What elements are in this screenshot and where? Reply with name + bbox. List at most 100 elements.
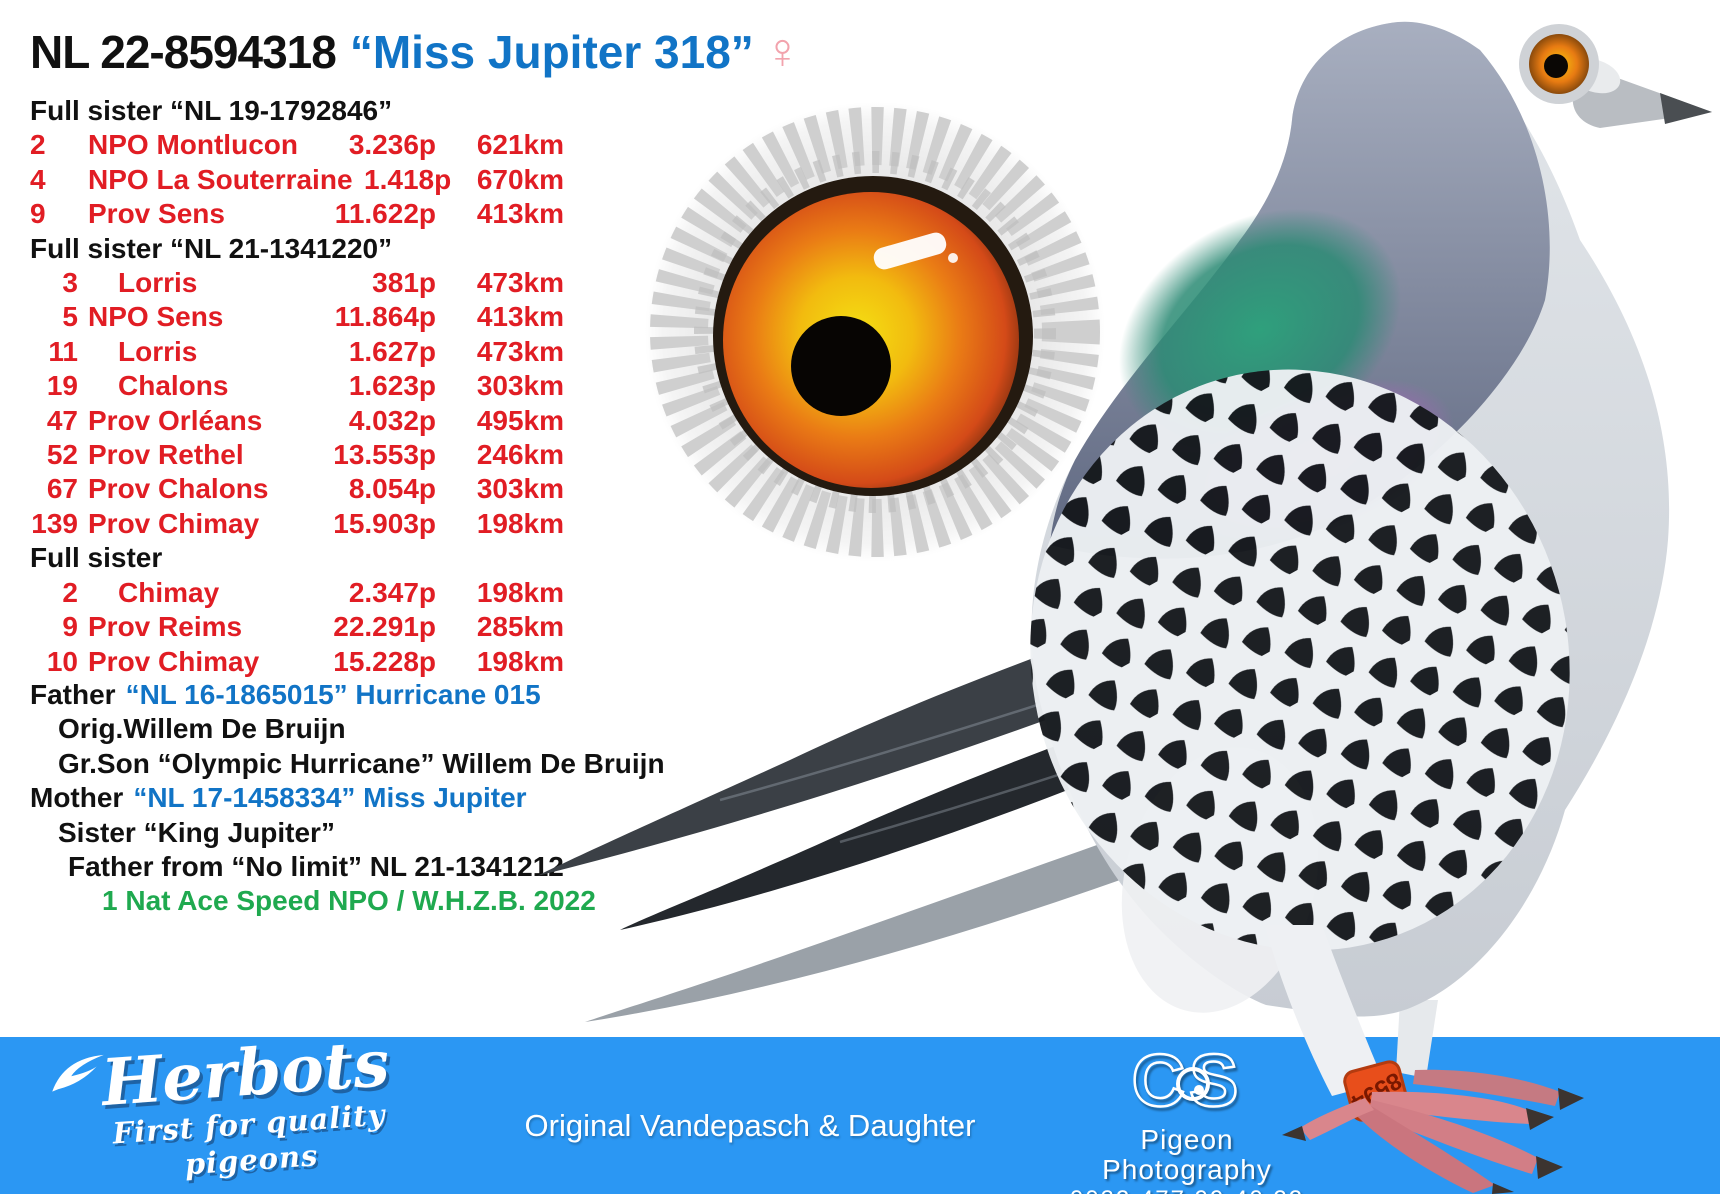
result-race: Lorris xyxy=(118,335,198,367)
result-row: 2 Chimay 2.347p 198km xyxy=(30,576,564,610)
mother-ring: “NL 17-1458334” Miss Jupiter xyxy=(133,782,527,814)
result-row: 4 NPO La Souterraine 1.418p 670km xyxy=(30,163,564,197)
result-race: Lorris xyxy=(118,267,198,299)
result-distance: 473km xyxy=(476,335,564,367)
camera-lens-icon xyxy=(1176,1067,1210,1101)
result-row: 67 Prov Chalons 8.054p 303km xyxy=(30,472,564,506)
result-distance: 198km xyxy=(476,507,564,539)
photographer-phone: 0032 477 99 40 22 xyxy=(1062,1185,1312,1194)
result-birds: 1.623p xyxy=(348,370,436,402)
cs-logo-letters: CS xyxy=(1132,1042,1243,1120)
result-distance: 285km xyxy=(476,611,564,643)
pigeon-leg xyxy=(1265,925,1384,1096)
section-header: Full sister “NL 21-1341220” xyxy=(30,232,393,264)
result-position: 9 xyxy=(30,198,46,230)
pigeon-toe xyxy=(1358,1104,1495,1193)
result-birds: 4.032p xyxy=(348,404,436,436)
pigeon-wing-shield xyxy=(1030,369,1570,951)
result-birds: 13.553p xyxy=(333,439,436,471)
result-birds: 11.864p xyxy=(334,301,436,333)
pedigree-mother-line: Mother “NL 17-1458334” Miss Jupiter xyxy=(30,781,730,815)
result-birds: 22.291p xyxy=(333,611,436,643)
result-birds: 3.236p xyxy=(348,129,436,161)
result-position: 3 xyxy=(62,267,78,299)
result-row: 9 Prov Sens 11.622p 413km xyxy=(30,197,564,231)
result-race: NPO Sens xyxy=(88,301,224,333)
section-header: Full sister xyxy=(30,542,163,574)
result-distance: 246km xyxy=(476,439,564,471)
result-distance: 198km xyxy=(476,645,564,677)
result-distance: 670km xyxy=(476,163,564,195)
result-race: Chalons xyxy=(118,370,229,402)
pedigree-line: Father from “No limit” NL 21-1341212 xyxy=(68,851,564,883)
result-birds: 1.627p xyxy=(348,335,436,367)
pedigree-block: Father “NL 16-1865015” Hurricane 015 Orig… xyxy=(30,678,730,919)
result-row: 52 Prov Rethel 13.553p 246km xyxy=(30,438,564,472)
pigeon-name: “Miss Jupiter 318” xyxy=(349,26,754,78)
achievement-line: 1 Nat Ace Speed NPO / W.H.Z.B. 2022 xyxy=(102,885,596,917)
pigeon-toe xyxy=(1370,1091,1530,1124)
result-position: 11 xyxy=(48,335,78,367)
result-race: Prov Rethel xyxy=(88,439,244,471)
result-row: 47 Prov Orléans 4.032p 495km xyxy=(30,404,564,438)
result-race: Chimay xyxy=(118,576,220,608)
result-race: NPO La Souterraine xyxy=(88,163,353,195)
pedigree-line: Gr.Son “Olympic Hurricane” Willem De Bru… xyxy=(58,747,665,779)
result-distance: 198km xyxy=(476,576,564,608)
result-birds: 11.622p xyxy=(334,198,436,230)
result-distance: 495km xyxy=(476,404,564,436)
pigeon-toe xyxy=(1366,1100,1538,1174)
result-position: 9 xyxy=(62,611,78,643)
racing-pigeon-photo: 8594 xyxy=(537,21,1712,1194)
pigeon-back-toe xyxy=(1300,1098,1374,1140)
result-row: 2 NPO Montlucon 3.236p 621km xyxy=(30,128,564,162)
result-race: NPO Montlucon xyxy=(88,129,298,161)
result-race: Prov Chimay xyxy=(88,507,260,539)
result-birds: 2.347p xyxy=(348,576,436,608)
father-ring: “NL 16-1865015” Hurricane 015 xyxy=(125,679,541,710)
result-row: 9 Prov Reims 22.291p 285km xyxy=(30,610,564,644)
result-race: Prov Sens xyxy=(88,198,225,230)
breeder-credit: Original Vandepasch & Daughter xyxy=(524,1108,976,1143)
result-birds: 15.903p xyxy=(333,507,436,539)
cs-camera-logo: CS xyxy=(1130,1038,1243,1124)
result-row: 11 Lorris 1.627p 473km xyxy=(30,335,564,369)
result-birds: 8.054p xyxy=(348,473,436,505)
result-position: 47 xyxy=(46,404,78,436)
result-row: 10 Prov Chimay 15.228p 198km xyxy=(30,645,564,679)
feather-icon xyxy=(52,1054,104,1092)
pedigree-father-line: Father “NL 16-1865015” Hurricane 015 xyxy=(30,678,730,712)
result-birds: 15.228p xyxy=(333,645,436,677)
result-distance: 413km xyxy=(476,301,564,333)
female-symbol-icon: ♀ xyxy=(763,23,802,79)
result-row: 139 Prov Chimay 15.903p 198km xyxy=(30,507,564,541)
herbots-logo: Herbots First for quality pigeons xyxy=(52,1026,443,1191)
result-position: 2 xyxy=(62,576,78,608)
result-race: Prov Chalons xyxy=(88,473,269,505)
photographer-block: CS Pigeon Photography 0032 477 99 40 22 xyxy=(1062,1038,1312,1194)
result-distance: 303km xyxy=(476,370,564,402)
photographer-name: Pigeon Photography xyxy=(1102,1124,1272,1185)
father-label: Father xyxy=(30,679,116,710)
result-position: 67 xyxy=(46,473,78,505)
result-position: 4 xyxy=(30,163,46,195)
pigeon-eye-photo xyxy=(645,102,1105,562)
page-title: NL 22-8594318 “Miss Jupiter 318” ♀ xyxy=(30,22,801,80)
result-row: 3 Lorris 381p 473km xyxy=(30,266,564,300)
result-position: 2 xyxy=(30,129,46,161)
result-row: 19 Chalons 1.623p 303km xyxy=(30,369,564,403)
pedigree-line: Sister “King Jupiter” xyxy=(58,816,335,848)
eye-highlight xyxy=(873,232,947,270)
result-distance: 303km xyxy=(476,473,564,505)
section-header: Full sister “NL 19-1792846” xyxy=(30,95,393,126)
result-race: Prov Orléans xyxy=(88,404,263,436)
result-row: 5 NPO Sens 11.864p 413km xyxy=(30,300,564,334)
result-position: 19 xyxy=(46,370,78,402)
ring-number: NL 22-8594318 xyxy=(30,26,337,78)
result-birds: 381p xyxy=(372,267,436,299)
result-distance: 413km xyxy=(476,198,564,230)
result-position: 10 xyxy=(46,645,78,677)
result-race: Prov Reims xyxy=(88,611,243,643)
result-birds: 1.418p xyxy=(364,163,452,195)
